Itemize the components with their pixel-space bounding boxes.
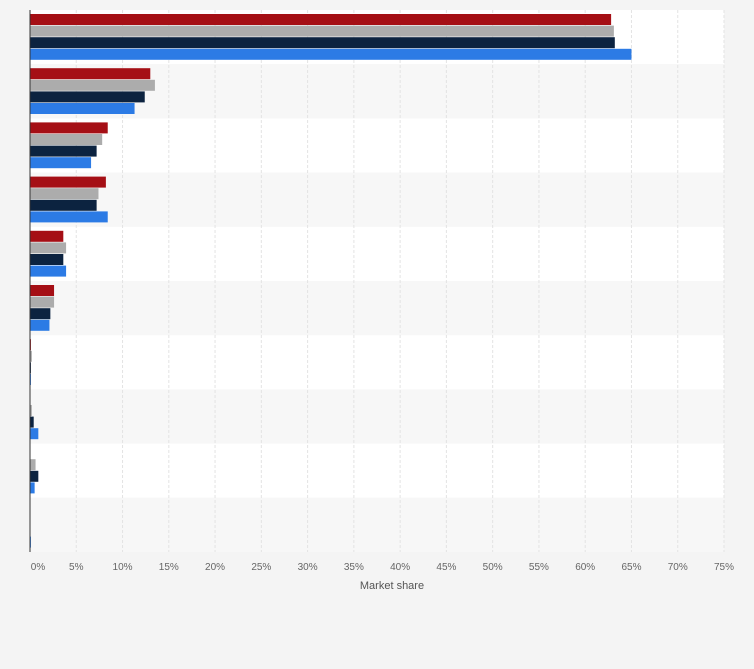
x-tick-label: 35% [344,562,364,573]
x-tick-label: 30% [298,562,318,573]
bar[interactable] [30,91,145,103]
bar[interactable] [30,157,92,169]
bar[interactable] [30,242,67,254]
gridlines [75,10,725,552]
x-tick-label: 65% [621,562,641,573]
bar[interactable] [30,296,55,308]
bar[interactable] [30,230,64,242]
x-tick-label: 45% [436,562,456,573]
bar[interactable] [30,68,151,80]
bar[interactable] [30,350,32,362]
bar[interactable] [30,79,155,91]
row-bands [30,10,724,552]
x-tick-label: 5% [69,562,84,573]
bar[interactable] [30,482,35,494]
x-tick-label: 25% [251,562,271,573]
bar[interactable] [30,176,106,188]
x-tick-label: 50% [483,562,503,573]
bar[interactable] [30,103,135,114]
bar[interactable] [30,405,32,416]
bar[interactable] [30,428,39,440]
bar-group [30,14,632,548]
row-band [30,443,724,498]
x-tick-label: 60% [575,562,595,573]
x-tick-label: 10% [113,562,133,573]
x-tick-label: 70% [668,562,688,573]
bar[interactable] [30,145,97,157]
row-band [30,118,724,173]
row-band [30,389,724,444]
bar[interactable] [30,14,612,25]
row-band [30,281,724,336]
bar[interactable] [30,265,67,277]
bar[interactable] [30,122,108,134]
bar[interactable] [30,470,39,482]
x-tick-label: 15% [159,562,179,573]
bar[interactable] [30,459,36,471]
row-band [30,226,724,281]
bar[interactable] [30,25,614,37]
bar[interactable] [30,188,99,200]
bar[interactable] [30,211,108,223]
bar[interactable] [30,319,50,331]
x-tick-label: 40% [390,562,410,573]
row-band [30,172,724,227]
x-tick-label: 55% [529,562,549,573]
bar[interactable] [30,37,615,49]
x-axis-ticks: 0% 5% 10% 15% 20% 25% 30% 35% 40% 45% 50% 55% 60% 65%… [31,562,734,573]
bar[interactable] [30,48,632,60]
bar[interactable] [30,416,34,428]
x-tick-label: 75% [714,562,734,573]
row-band [30,335,724,390]
row-band [30,497,724,552]
x-tick-label: 0% [31,562,46,573]
x-axis-title: Market share [360,580,424,592]
bar[interactable] [30,134,103,145]
bar[interactable] [30,199,97,211]
bar[interactable] [30,254,64,265]
bar[interactable] [30,285,55,296]
x-tick-label: 20% [205,562,225,573]
bar[interactable] [30,308,51,320]
